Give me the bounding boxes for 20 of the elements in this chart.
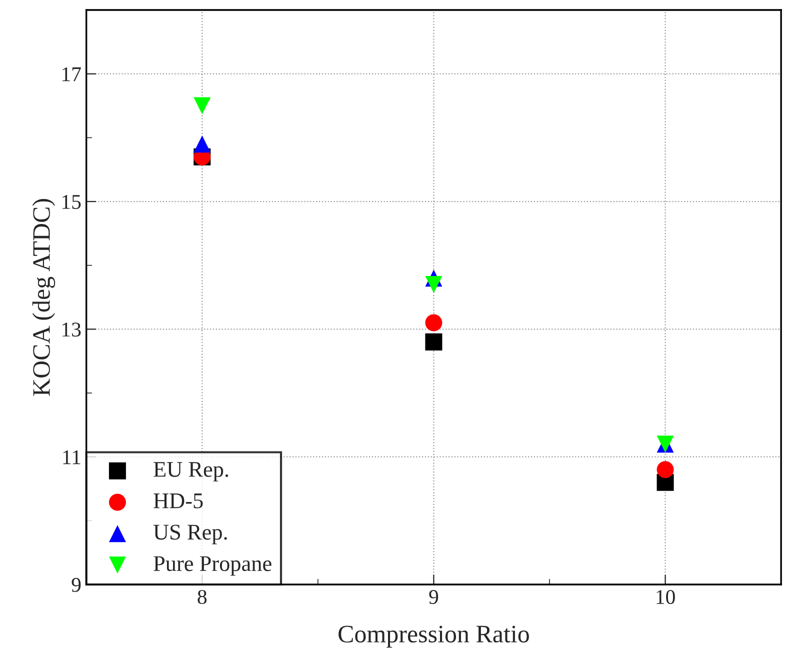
x-tick-label: 8 (198, 590, 207, 604)
y-axis-title: KOCA (deg ATDC) (32, 199, 56, 396)
point (194, 136, 211, 153)
legend-label: EU Rep. (154, 462, 228, 482)
point (194, 97, 211, 114)
point (425, 276, 442, 293)
y-tick-label: 9 (72, 578, 81, 592)
y-tick-label: 15 (62, 194, 81, 209)
legend-label: Pure Propane (154, 556, 272, 576)
y-tick-label: 11 (63, 450, 80, 464)
legend-label: US Rep. (153, 524, 227, 544)
point (425, 333, 442, 350)
y-tick-label: 17 (62, 67, 81, 82)
point (656, 461, 674, 478)
x-axis-title: Compression Ratio (338, 626, 529, 648)
y-tick-label: 13 (62, 322, 81, 337)
x-tick-label: 9 (429, 590, 438, 604)
point (425, 314, 442, 332)
legend-label: HD-5 (154, 494, 203, 508)
x-tick-label: 10 (656, 590, 675, 604)
